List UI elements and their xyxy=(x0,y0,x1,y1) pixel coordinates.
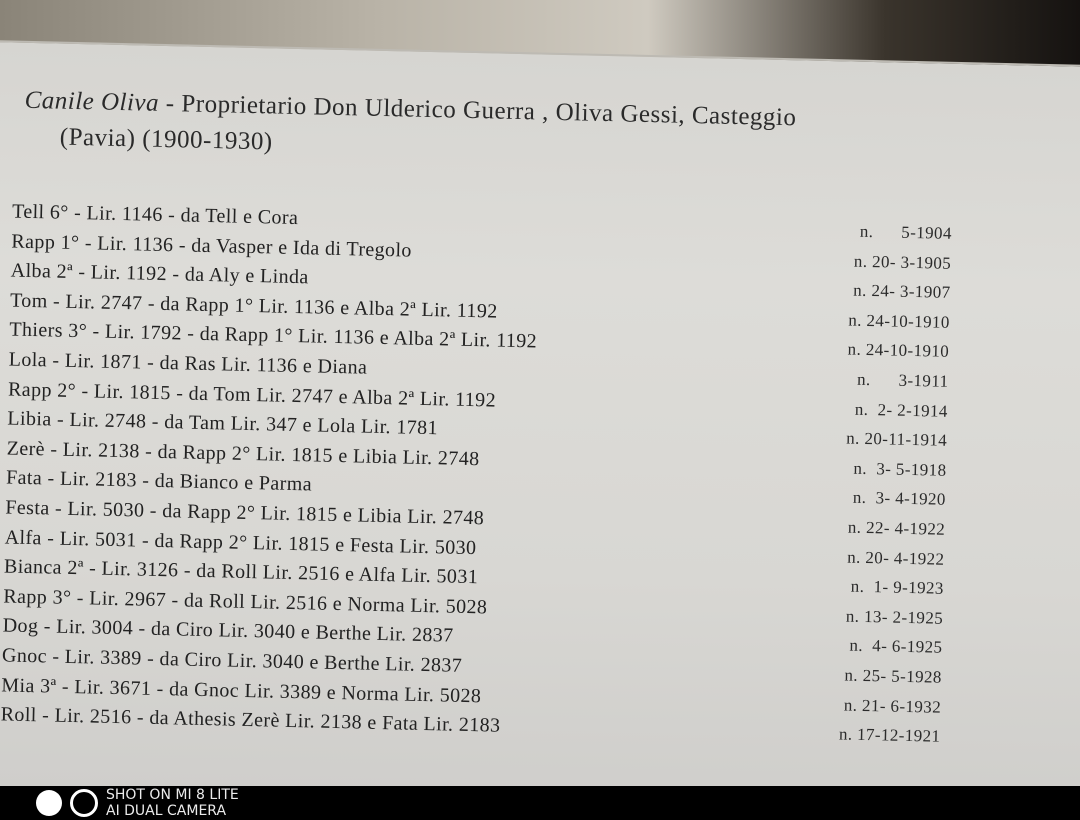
entry-birth-date: n. 2- 2-1914 xyxy=(854,399,949,421)
entry-birth-date: n. 24-10-1910 xyxy=(847,339,950,362)
watermark-line-2: AI DUAL CAMERA xyxy=(106,803,227,819)
entry-birth-date: n. 4- 6-1925 xyxy=(849,635,943,658)
dog-register-list: Tell 6° - Lir. 1146 - da Tell e Cora n. 5… xyxy=(0,198,1012,753)
entry-birth-date: n. 3- 4-1920 xyxy=(852,488,947,510)
kennel-name: Canile Oliva xyxy=(24,86,160,117)
entry-birth-date: n. 13- 2-1925 xyxy=(845,606,944,628)
entry-birth-date: n. 21- 6-1932 xyxy=(843,695,942,717)
entry-birth-date: n. 25- 5-1928 xyxy=(844,665,943,687)
entry-birth-date: n. 5-1904 xyxy=(859,221,953,243)
entry-birth-date: n. 1- 9-1923 xyxy=(850,576,945,598)
camera-watermark: SHOT ON MI 8 LITE AI DUAL CAMERA xyxy=(36,787,239,819)
entry-birth-date: n. 20- 3-1905 xyxy=(853,251,952,273)
entry-birth-date: n. 20- 4-1922 xyxy=(847,547,945,569)
watermark-line-1: SHOT ON MI 8 LITE xyxy=(106,787,239,803)
entry-birth-date: n. 3-1911 xyxy=(856,369,949,391)
camera-logo-ring-icon xyxy=(70,789,98,817)
bottom-black-bar xyxy=(0,786,1080,820)
entry-birth-date: n. 17-12-1921 xyxy=(838,724,941,746)
entry-birth-date: n. 24-10-1910 xyxy=(848,310,951,332)
entry-birth-date: n. 3- 5-1918 xyxy=(853,458,947,480)
book-page: Canile Oliva - Proprietario Don Ulderico… xyxy=(0,40,1080,811)
camera-logo-dot-icon xyxy=(36,790,62,816)
entry-birth-date: n. 22- 4-1922 xyxy=(847,517,946,539)
entry-birth-date: n. 24- 3-1907 xyxy=(853,280,951,303)
entry-birth-date: n. 20-11-1914 xyxy=(846,428,948,450)
page-title: Canile Oliva - Proprietario Don Ulderico… xyxy=(23,83,1044,178)
